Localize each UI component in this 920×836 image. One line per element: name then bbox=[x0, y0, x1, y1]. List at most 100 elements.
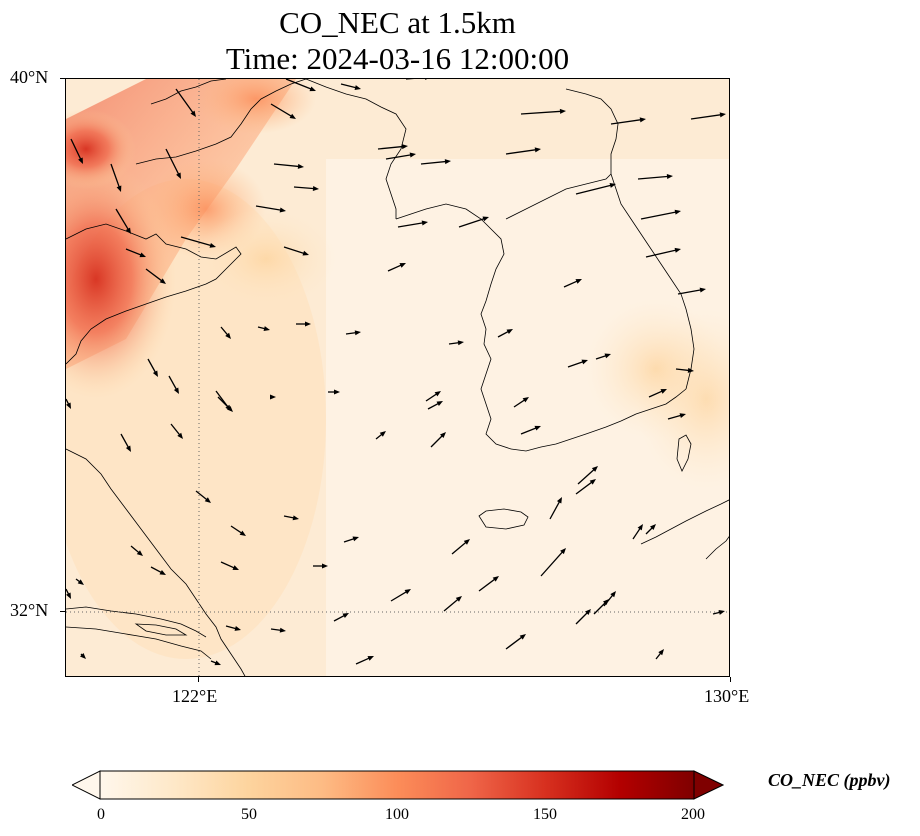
wind-vector-head-37 bbox=[506, 329, 513, 335]
wind-vector-10 bbox=[690, 113, 724, 120]
wind-vector-head-51 bbox=[660, 389, 667, 394]
wind-vector-0 bbox=[175, 88, 195, 115]
wind-vector-head-38 bbox=[152, 370, 158, 377]
wind-vector-20 bbox=[255, 205, 284, 212]
wind-vector-head-70 bbox=[560, 548, 566, 555]
wind-vector-75 bbox=[390, 589, 409, 602]
wind-vector-head-87 bbox=[79, 652, 86, 659]
wind-vector-head-31 bbox=[699, 287, 706, 293]
wind-vector-17 bbox=[575, 184, 614, 195]
wind-vector-16 bbox=[505, 148, 539, 155]
wind-vector-head-74 bbox=[77, 579, 84, 585]
wind-vector-21 bbox=[180, 236, 214, 247]
wind-vector-head-66 bbox=[159, 569, 166, 575]
colorbar-extend-min bbox=[72, 770, 101, 800]
wind-vector-head-62 bbox=[352, 536, 359, 542]
wind-vector-18 bbox=[637, 175, 671, 180]
ytick-mark-32n bbox=[60, 611, 65, 612]
field-korea-plume bbox=[586, 299, 726, 439]
wind-vector-head-78 bbox=[584, 609, 591, 616]
wind-vector-head-69 bbox=[463, 539, 470, 545]
wind-vector-head-88 bbox=[214, 660, 221, 666]
wind-vector-head-7 bbox=[289, 113, 296, 119]
xtick-label-130e: 130°E bbox=[704, 686, 750, 706]
wind-vector-head-73 bbox=[66, 592, 71, 599]
wind-vector-head-65 bbox=[136, 550, 143, 556]
ytick-label-32n: 32°N bbox=[10, 600, 49, 620]
map-title-line2: Time: 2024-03-16 12:00:00 bbox=[225, 41, 570, 76]
coastline-dmz bbox=[505, 173, 612, 220]
wind-vector-head-79 bbox=[602, 599, 609, 606]
wind-vector-head-71 bbox=[637, 524, 643, 531]
wind-vector-7 bbox=[270, 103, 294, 119]
wind-vector-head-24 bbox=[674, 209, 681, 215]
wind-vector-head-27 bbox=[302, 250, 309, 256]
wind-vector-head-34 bbox=[305, 321, 311, 327]
wind-vector-head-42 bbox=[581, 359, 588, 365]
wind-vector-9 bbox=[610, 118, 644, 125]
wind-vector-76 bbox=[443, 597, 461, 612]
wind-vector-head-46 bbox=[226, 405, 233, 412]
wind-vector-head-55 bbox=[439, 432, 446, 439]
wind-vector-head-32 bbox=[225, 332, 231, 339]
field-plume-tail bbox=[196, 209, 336, 309]
coastline-shandong-north bbox=[135, 79, 307, 165]
wind-vector-57 bbox=[577, 467, 597, 485]
colorbar-tick-200: 200 bbox=[681, 806, 705, 823]
wind-vector-85 bbox=[505, 635, 524, 650]
wind-vector-27 bbox=[283, 246, 307, 255]
wind-vector-head-5 bbox=[116, 185, 122, 192]
coastline-china bbox=[66, 223, 242, 365]
wind-vector-head-0 bbox=[190, 110, 196, 117]
wind-vector-head-17 bbox=[609, 183, 616, 188]
wind-vector-15 bbox=[420, 160, 449, 165]
wind-vector-head-81 bbox=[718, 610, 725, 615]
wind-vector-head-72 bbox=[649, 524, 656, 531]
wind-vector-head-63 bbox=[556, 497, 562, 504]
wind-vector-head-45 bbox=[66, 402, 71, 409]
wind-vector-69 bbox=[451, 540, 469, 555]
wind-vector-head-54 bbox=[379, 431, 386, 437]
colorbar-extend-max bbox=[693, 770, 724, 800]
field-hotspot-top bbox=[196, 79, 316, 134]
wind-vector-head-39 bbox=[173, 387, 179, 394]
ytick-mark-40n bbox=[60, 78, 65, 79]
concentration-field bbox=[66, 79, 729, 676]
wind-vector-22 bbox=[397, 221, 426, 228]
wind-vector-42 bbox=[567, 360, 586, 368]
ytick-label-40n: 40°N bbox=[10, 67, 49, 87]
coastline-jiangsu bbox=[66, 448, 246, 676]
wind-vector-head-58 bbox=[679, 413, 686, 419]
wind-vector-head-76 bbox=[455, 596, 462, 602]
wind-vector-5 bbox=[110, 163, 121, 190]
wind-vector-25 bbox=[125, 248, 144, 257]
coastline-jeju bbox=[478, 508, 529, 530]
colorbar-gradient bbox=[99, 770, 695, 800]
wind-vector-head-41 bbox=[434, 391, 441, 397]
wind-vector-4 bbox=[70, 138, 83, 162]
wind-vector-head-83 bbox=[279, 627, 286, 633]
wind-vector-head-20 bbox=[279, 207, 286, 213]
coastline-yangtze-island bbox=[134, 623, 188, 636]
wind-vector-head-56 bbox=[534, 425, 541, 431]
wind-vector-head-48 bbox=[334, 389, 340, 395]
wind-vector-78 bbox=[575, 610, 590, 625]
wind-vector-26 bbox=[145, 268, 164, 283]
colorbar-tick-0: 0 bbox=[97, 806, 105, 823]
wind-vector-head-80 bbox=[610, 591, 616, 598]
coastline-tsushima bbox=[676, 434, 692, 472]
wind-vector-13 bbox=[377, 145, 406, 150]
wind-vector-head-60 bbox=[239, 530, 246, 536]
wind-vector-head-12 bbox=[312, 186, 319, 192]
wind-vector-head-1 bbox=[309, 86, 316, 92]
wind-vector-head-30 bbox=[674, 247, 681, 253]
coastline-yangtze-south bbox=[66, 626, 212, 660]
xtick-mark-122e bbox=[198, 677, 199, 682]
wind-vector-head-64 bbox=[589, 479, 596, 485]
colorbar-tick-50: 50 bbox=[241, 806, 257, 823]
wind-vector-head-23 bbox=[482, 216, 489, 222]
wind-vector-head-28 bbox=[399, 263, 406, 268]
wind-vector-head-19 bbox=[125, 227, 131, 234]
coastline-japan bbox=[640, 499, 729, 545]
wind-vector-head-77 bbox=[492, 576, 499, 582]
